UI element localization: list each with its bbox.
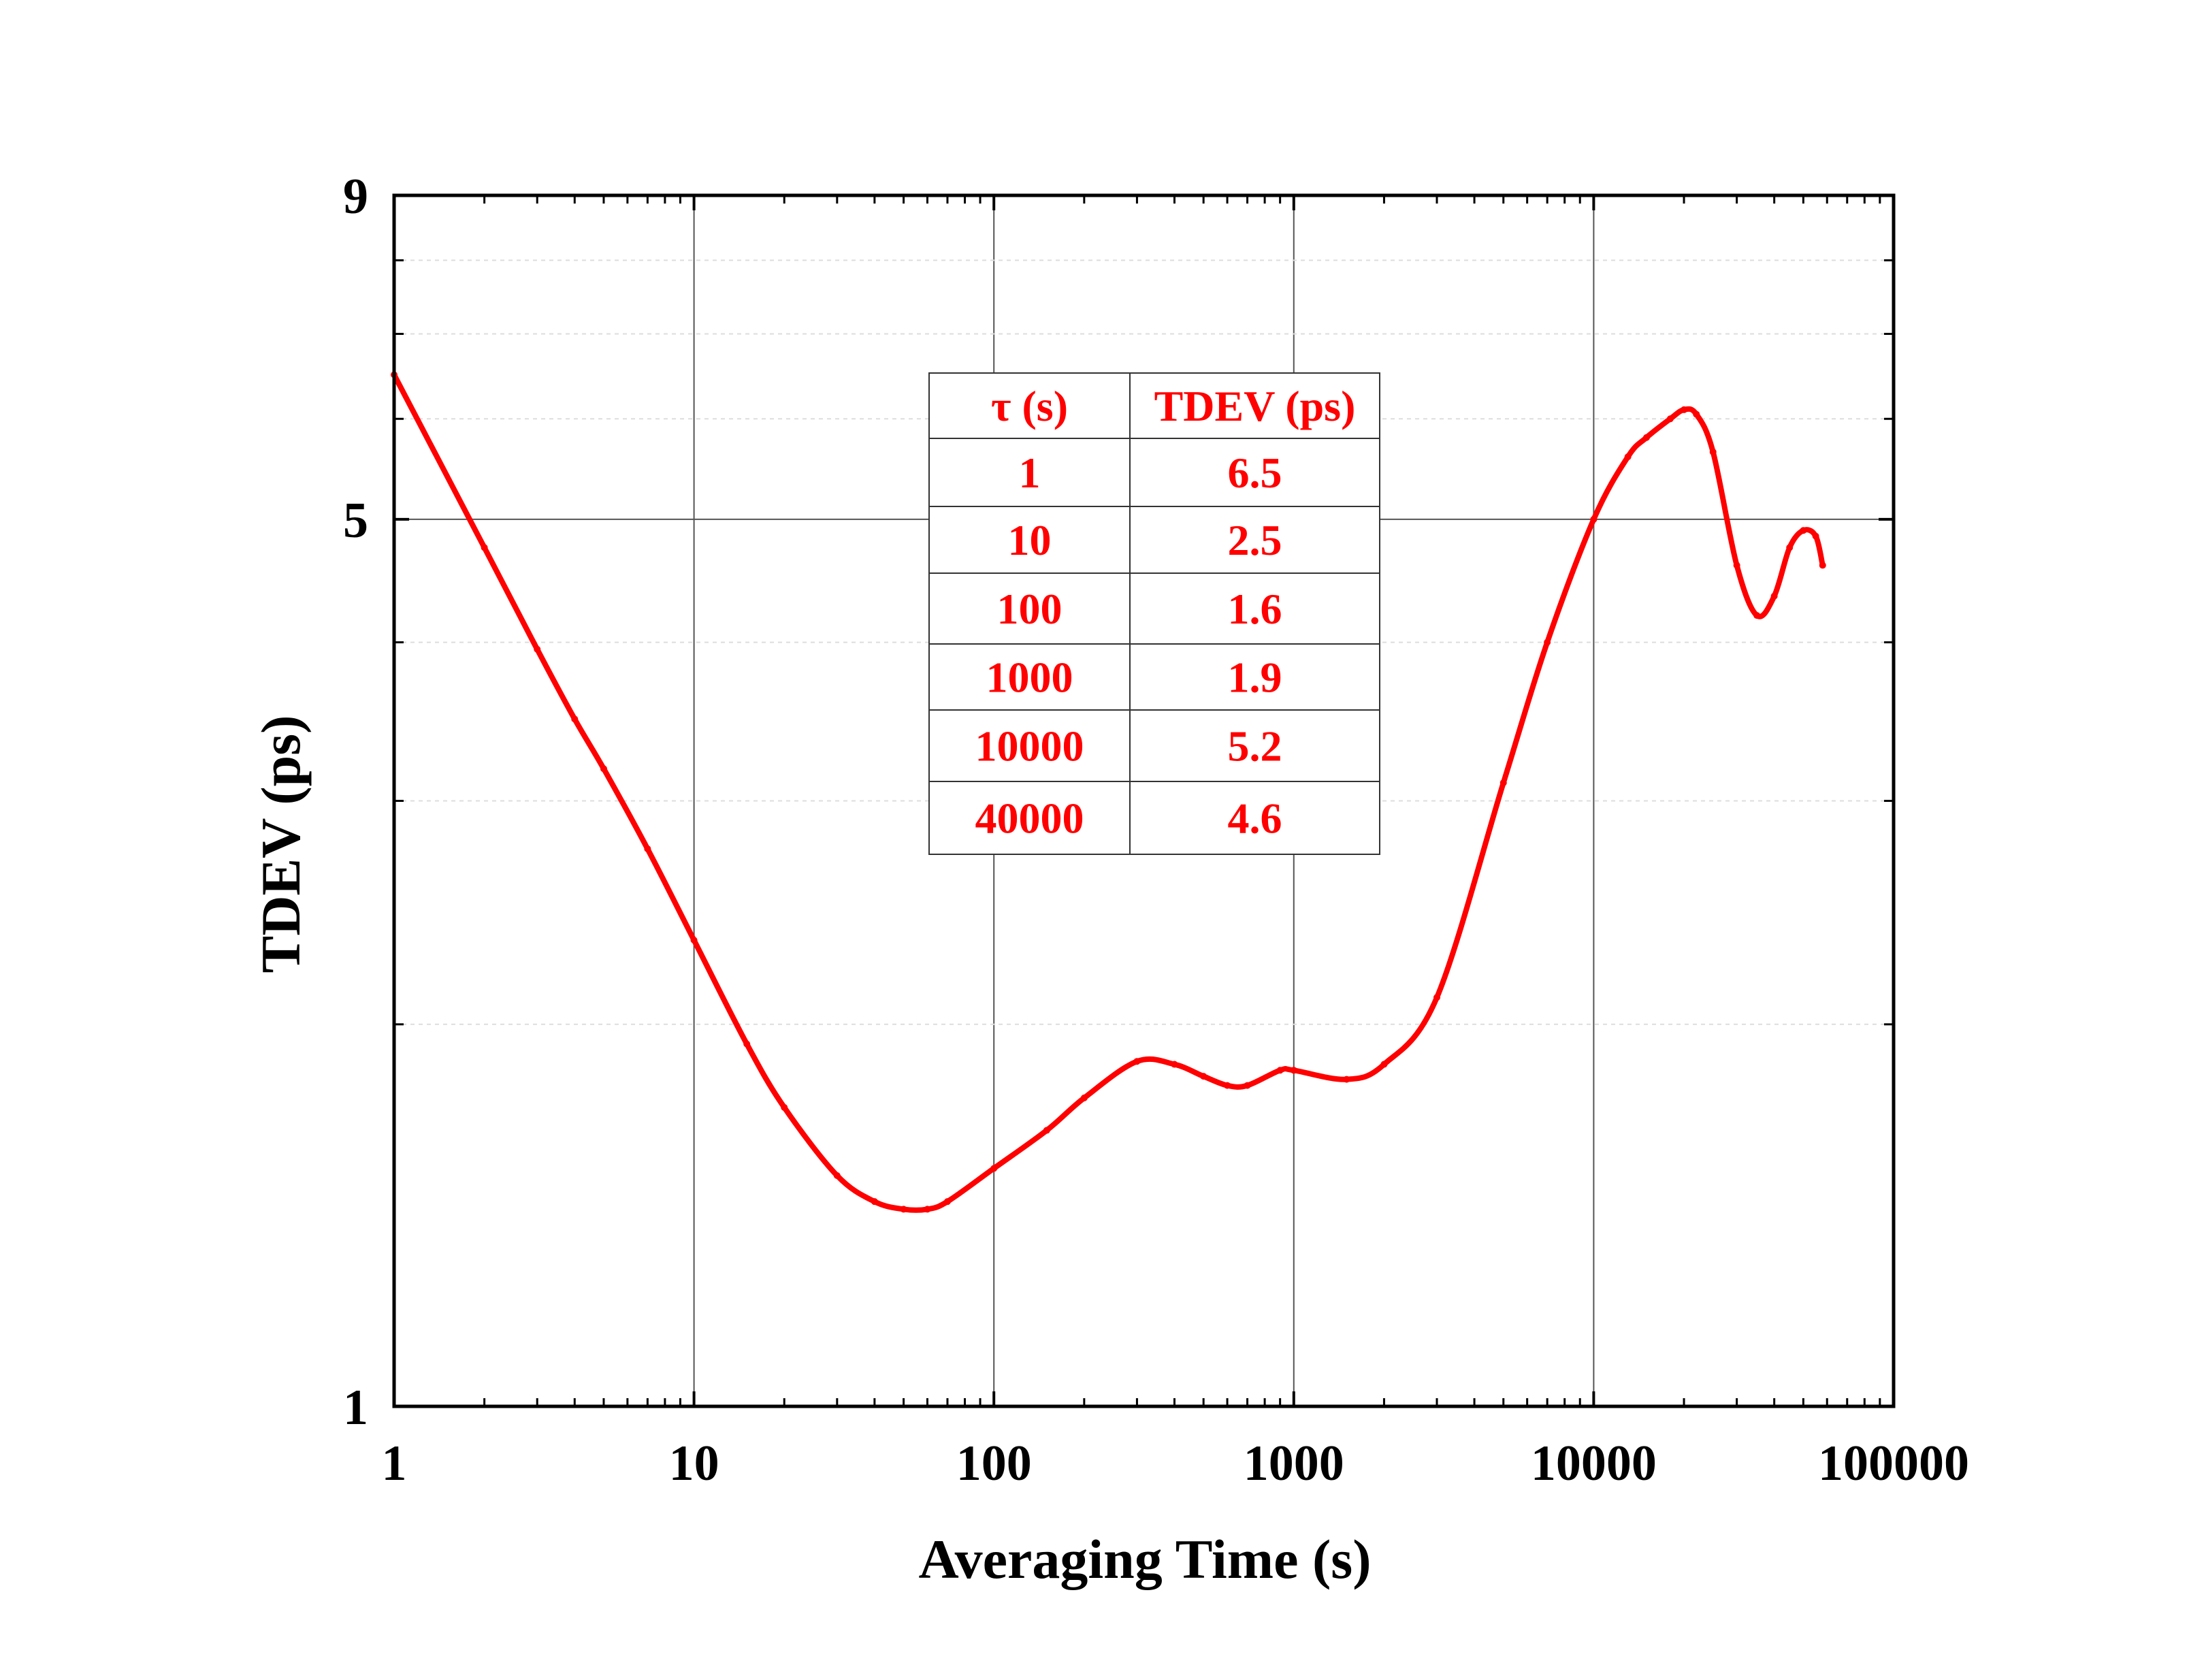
table-cell-tdev: 2.5	[1228, 516, 1282, 564]
y-axis-label: TDEV (ps)	[250, 715, 312, 973]
table-cell-tdev: 5.2	[1228, 722, 1282, 771]
tdev-data-point	[1624, 453, 1632, 461]
tdev-data-point	[1819, 562, 1826, 569]
x-tick-label: 1000	[1244, 1436, 1344, 1491]
tdev-data-point	[1290, 1067, 1297, 1074]
tdev-data-point	[1733, 562, 1740, 569]
tdev-data-point	[924, 1206, 931, 1213]
table-cell-tau: 40000	[975, 794, 1084, 843]
tdev-series-line	[391, 373, 1826, 1213]
tdev-data-point	[781, 1103, 788, 1111]
tdev-data-point	[1043, 1127, 1050, 1134]
tdev-data-point	[1709, 448, 1717, 455]
table-header-tdev: TDEV (ps)	[1154, 382, 1356, 430]
tdev-data-point	[1800, 527, 1807, 534]
x-axis-label: Averaging Time (s)	[918, 1528, 1371, 1590]
data-table: τ (s) TDEV (ps) 1 6.5 10 2.5 100 1.6 1000 1.9 1000…	[928, 372, 1380, 855]
tdev-data-point	[534, 645, 541, 653]
tdev-data-point	[571, 715, 579, 723]
x-tick-label: 1	[382, 1436, 407, 1491]
tdev-data-point	[690, 937, 698, 944]
tdev-data-point	[743, 1040, 751, 1048]
tdev-data-point	[871, 1198, 878, 1206]
table-cell-tau: 100	[997, 585, 1063, 633]
tdev-data-point	[481, 544, 488, 551]
tdev-data-point	[1590, 515, 1598, 523]
table-cell-tau: 10000	[975, 722, 1084, 771]
y-tick-label: 1	[343, 1380, 368, 1436]
tdev-data-point	[644, 845, 651, 852]
tdev-data-point	[1544, 639, 1551, 646]
table-cell-tdev: 1.9	[1228, 653, 1282, 702]
x-tick-label: 10	[669, 1436, 719, 1491]
tdev-data-point	[1812, 532, 1819, 540]
table-cell-tdev: 1.6	[1228, 585, 1282, 633]
tdev-data-point	[1499, 779, 1507, 786]
tdev-data-point	[1224, 1082, 1231, 1089]
tdev-data-point	[1276, 1067, 1284, 1074]
tdev-data-point	[1770, 592, 1778, 600]
x-tick-label: 100000	[1818, 1436, 1969, 1491]
tdev-data-point	[900, 1206, 907, 1213]
tdev-data-point	[833, 1172, 841, 1179]
tdev-data-point	[1666, 415, 1674, 423]
tdev-data-point	[1080, 1094, 1088, 1101]
y-tick-label: 5	[343, 493, 368, 549]
table-cell-tau: 1	[1019, 449, 1041, 497]
tick-layer: 1 10 100 1000 10000 100000 1 5 9	[343, 169, 1969, 1491]
table-cell-tdev: 6.5	[1228, 449, 1282, 497]
series-layer	[391, 371, 1826, 1213]
tdev-data-point	[1433, 994, 1441, 1001]
tdev-data-point	[1693, 410, 1700, 418]
tdev-data-point	[990, 1165, 998, 1172]
tdev-data-point	[1380, 1061, 1388, 1068]
table-cell-tau: 1000	[986, 653, 1073, 702]
tdev-data-point	[1133, 1058, 1141, 1065]
table-cell-tau: 10	[1008, 516, 1052, 564]
tdev-data-point	[1786, 544, 1794, 551]
tdev-data-point	[1171, 1061, 1178, 1068]
tdev-data-point	[1681, 406, 1688, 413]
tdev-data-point	[600, 765, 607, 773]
tdev-data-point	[1244, 1082, 1251, 1089]
table-cell-tdev: 4.6	[1228, 794, 1282, 843]
table-frame	[928, 372, 1380, 855]
tdev-data-point	[1753, 612, 1761, 619]
tdev-data-point	[1642, 434, 1650, 441]
y-tick-label: 9	[343, 169, 368, 225]
x-tick-label: 100	[956, 1436, 1032, 1491]
x-tick-label: 10000	[1531, 1436, 1657, 1491]
table-header-tau: τ (s)	[991, 382, 1068, 430]
tdev-data-point	[1343, 1076, 1350, 1083]
tdev-data-point	[943, 1198, 951, 1206]
tdev-data-point	[1200, 1073, 1207, 1080]
